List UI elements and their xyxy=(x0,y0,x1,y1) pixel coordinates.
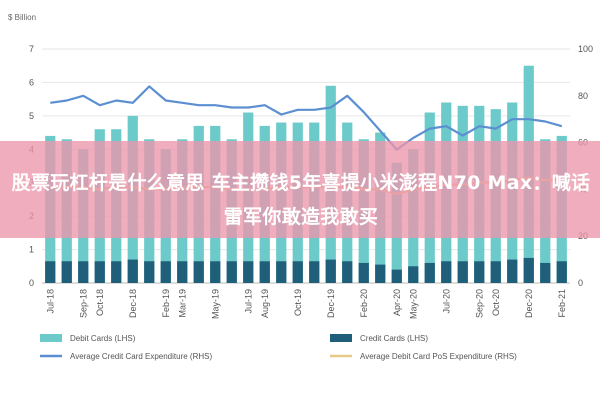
x-tick-label: Oct-19 xyxy=(293,289,303,316)
credit-bar xyxy=(177,261,188,283)
credit-bar xyxy=(276,261,287,283)
credit-bar xyxy=(523,257,534,283)
credit-bar xyxy=(94,261,105,283)
legend: Debit Cards (LHS) Credit Cards (LHS) Avera… xyxy=(40,334,517,361)
series-line xyxy=(50,85,563,151)
credit-bar xyxy=(45,261,56,283)
x-tick-label: Aug-19 xyxy=(260,289,270,318)
x-tick-label: Jul-20 xyxy=(441,289,451,314)
credit-bar xyxy=(441,261,452,283)
credit-bar xyxy=(358,262,369,283)
credit-bar xyxy=(292,261,303,283)
y-right-tick-label: 100 xyxy=(578,44,593,54)
credit-bar xyxy=(342,261,353,283)
x-tick-label: Sep-18 xyxy=(78,289,88,318)
credit-bar xyxy=(375,264,386,283)
credit-bar xyxy=(424,262,435,283)
credit-bar xyxy=(111,261,122,283)
x-tick-label: Feb-20 xyxy=(359,289,369,318)
x-tick-label: Feb-21 xyxy=(557,289,567,318)
x-tick-label: Dec-18 xyxy=(128,289,138,318)
credit-bar xyxy=(540,262,551,283)
credit-bar xyxy=(193,261,204,283)
legend-swatch xyxy=(330,334,352,342)
x-tick-label: Oct-18 xyxy=(95,289,105,316)
x-tick-label: Jul-18 xyxy=(45,289,55,314)
legend-label: Average Debit Card PoS Expenditure (RHS) xyxy=(360,352,517,361)
y-left-tick-label: 7 xyxy=(29,44,34,54)
x-tick-label: Dec-20 xyxy=(524,289,534,318)
x-tick-label: May-20 xyxy=(408,289,418,319)
x-tick-label: Jul-19 xyxy=(243,289,253,314)
legend-swatch xyxy=(40,334,62,342)
x-tick-label: Mar-19 xyxy=(177,289,187,318)
overlay-banner-text: 股票玩杠杆是什么意思 车主攒钱5年喜提小米澎程N70 Max：喊话雷军你敢造我敢… xyxy=(11,172,591,228)
y-left-tick-label: 5 xyxy=(29,111,34,121)
credit-bar xyxy=(144,261,155,283)
y-left-tick-label: 6 xyxy=(29,77,34,87)
credit-bar xyxy=(474,261,485,283)
credit-bar xyxy=(259,261,270,283)
credit-bar xyxy=(490,261,501,283)
x-axis: Jul-18 Sep-18 Oct-18 Dec-18 Feb-19 Mar-19 May-… xyxy=(45,289,567,319)
credit-bar xyxy=(210,261,221,283)
credit-bar xyxy=(61,261,72,283)
credit-bar xyxy=(226,261,237,283)
legend-label: Debit Cards (LHS) xyxy=(70,334,136,343)
credit-bar xyxy=(457,261,468,283)
credit-bar xyxy=(160,261,171,283)
y-left-tick-label: 0 xyxy=(29,278,34,288)
x-tick-label: Feb-19 xyxy=(161,289,171,318)
credit-bar xyxy=(243,261,254,283)
credit-bar xyxy=(391,269,402,283)
credit-bar xyxy=(78,261,89,283)
credit-bar xyxy=(556,261,567,283)
credit-bar xyxy=(408,266,419,283)
x-tick-label: Dec-19 xyxy=(326,289,336,318)
y-right-tick-label: 80 xyxy=(578,91,588,101)
legend-label: Average Credit Card Expenditure (RHS) xyxy=(70,352,212,361)
x-tick-label: Sep-20 xyxy=(474,289,484,318)
y-right-tick-label: 0 xyxy=(578,278,583,288)
x-tick-label: May-19 xyxy=(210,289,220,319)
legend-label: Credit Cards (LHS) xyxy=(360,334,428,343)
y-axis-label: $ Billion xyxy=(8,13,36,22)
credit-bar xyxy=(127,259,138,283)
credit-bar xyxy=(309,261,320,283)
y-left-tick-label: 1 xyxy=(29,245,34,255)
x-tick-label: Oct-20 xyxy=(491,289,501,316)
credit-bar xyxy=(507,259,518,283)
credit-bar xyxy=(325,259,336,283)
overlay-banner xyxy=(0,141,600,238)
x-tick-label: Apr-20 xyxy=(392,289,402,316)
